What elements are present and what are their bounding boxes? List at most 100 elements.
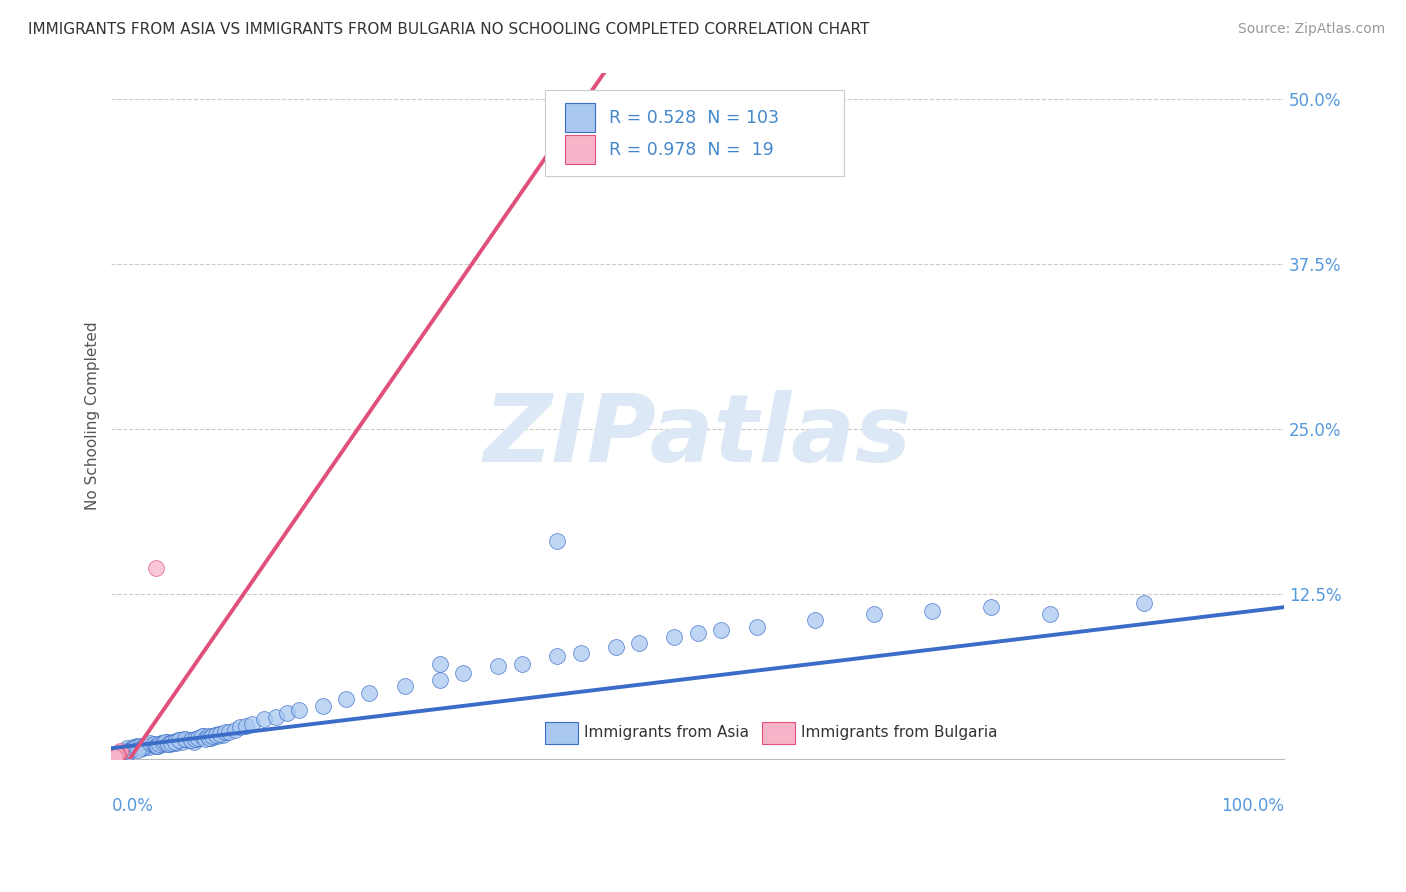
Point xyxy=(104,750,127,764)
Point xyxy=(105,749,128,764)
Point xyxy=(686,626,709,640)
Point xyxy=(1039,607,1062,621)
Text: Immigrants from Bulgaria: Immigrants from Bulgaria xyxy=(801,725,998,740)
Point xyxy=(156,737,179,751)
Point xyxy=(628,636,651,650)
Point xyxy=(112,744,135,758)
Point xyxy=(163,734,186,748)
Point xyxy=(276,706,298,720)
Point xyxy=(191,730,214,744)
Point xyxy=(135,739,157,753)
Point xyxy=(253,712,276,726)
Point xyxy=(169,733,191,747)
Point xyxy=(159,737,181,751)
Point xyxy=(105,749,128,764)
Point xyxy=(569,646,592,660)
Point xyxy=(114,744,136,758)
Text: 100.0%: 100.0% xyxy=(1222,797,1284,814)
Point xyxy=(105,749,128,764)
Point xyxy=(122,741,145,756)
Point xyxy=(124,741,146,756)
Point xyxy=(429,673,451,687)
Point xyxy=(224,723,246,737)
Point xyxy=(546,648,568,663)
Point xyxy=(162,734,184,748)
Point xyxy=(188,731,211,745)
Point xyxy=(155,734,177,748)
Point xyxy=(139,736,162,750)
Point xyxy=(105,747,128,762)
Point xyxy=(264,709,287,723)
Point xyxy=(201,730,224,744)
Point xyxy=(127,742,149,756)
Text: ZIPatlas: ZIPatlas xyxy=(484,391,912,483)
Point xyxy=(121,739,143,754)
Point xyxy=(112,747,135,761)
Point xyxy=(335,692,357,706)
Point xyxy=(204,728,226,742)
Point xyxy=(183,731,205,746)
Text: IMMIGRANTS FROM ASIA VS IMMIGRANTS FROM BULGARIA NO SCHOOLING COMPLETED CORRELAT: IMMIGRANTS FROM ASIA VS IMMIGRANTS FROM … xyxy=(28,22,869,37)
Point xyxy=(105,747,128,762)
Point xyxy=(174,731,197,746)
Point xyxy=(1132,596,1154,610)
Point xyxy=(211,728,233,742)
Point xyxy=(105,747,128,762)
Point xyxy=(218,725,240,739)
Point xyxy=(145,560,167,574)
Point xyxy=(214,725,236,739)
Point xyxy=(141,737,163,751)
Point xyxy=(120,742,142,756)
Text: R = 0.528  N = 103: R = 0.528 N = 103 xyxy=(609,109,779,127)
Point xyxy=(107,747,129,761)
Bar xyxy=(565,103,595,132)
Point xyxy=(149,736,172,750)
Point xyxy=(105,747,128,762)
Point xyxy=(128,739,150,753)
Point xyxy=(105,747,128,762)
Point xyxy=(134,739,156,753)
Point xyxy=(311,699,333,714)
Point xyxy=(108,745,131,759)
Bar xyxy=(565,136,595,164)
Point xyxy=(488,659,510,673)
Point xyxy=(229,720,252,734)
Point xyxy=(176,733,198,747)
Point xyxy=(107,747,129,761)
Point xyxy=(104,750,127,764)
Point xyxy=(111,745,134,759)
Point xyxy=(129,739,152,754)
Point xyxy=(152,736,174,750)
Point xyxy=(510,657,533,671)
Point xyxy=(104,750,127,764)
Point xyxy=(194,731,217,746)
Point xyxy=(105,747,128,762)
Point xyxy=(148,739,170,753)
Point xyxy=(359,686,381,700)
Text: Source: ZipAtlas.com: Source: ZipAtlas.com xyxy=(1237,22,1385,37)
Point xyxy=(142,737,165,751)
Point xyxy=(170,734,193,748)
Point xyxy=(187,731,209,745)
Point xyxy=(145,739,167,753)
Point xyxy=(804,613,827,627)
Point xyxy=(108,747,131,761)
Text: Immigrants from Asia: Immigrants from Asia xyxy=(583,725,749,740)
Bar xyxy=(546,722,578,744)
Point xyxy=(980,600,1002,615)
Point xyxy=(546,534,568,549)
Point xyxy=(183,734,205,748)
Point xyxy=(146,739,169,753)
Point xyxy=(862,607,884,621)
Point xyxy=(605,640,627,654)
Point xyxy=(429,657,451,671)
Point xyxy=(204,728,226,742)
Point xyxy=(127,739,149,753)
Point xyxy=(200,731,222,745)
Point xyxy=(921,604,943,618)
Point xyxy=(118,745,141,759)
Point xyxy=(205,730,228,744)
Point xyxy=(105,749,128,764)
Point xyxy=(118,742,141,756)
Bar xyxy=(762,722,796,744)
